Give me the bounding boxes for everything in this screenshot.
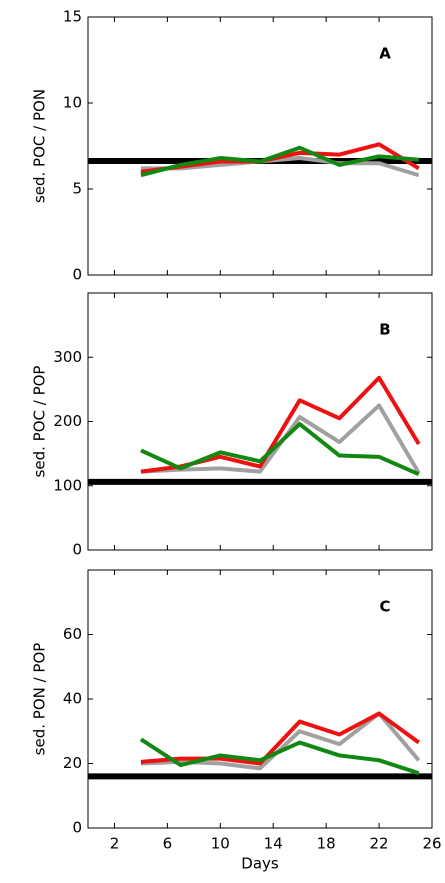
panel-label: B [379, 321, 390, 339]
y-tick-label: 100 [53, 476, 82, 494]
panel-label: A [379, 45, 391, 63]
y-axis-label: sed. PON / POP [31, 643, 49, 756]
y-tick-label: 0 [72, 266, 82, 284]
y-tick-label: 200 [53, 412, 82, 430]
x-tick-label: 10 [211, 835, 230, 853]
panel-label: C [379, 598, 390, 616]
x-axis-label: Days [241, 855, 279, 873]
x-tick-label: 26 [422, 835, 441, 853]
data-line [140, 403, 421, 474]
plot-frame [87, 16, 433, 276]
x-tick-label: 14 [264, 835, 283, 853]
x-tick-label: 6 [163, 835, 173, 853]
y-axis-label: sed. POC / POP [31, 366, 49, 478]
y-tick-label: 0 [72, 819, 82, 837]
data-line [140, 422, 420, 477]
y-tick-label: 300 [53, 348, 82, 366]
data-line [140, 711, 420, 766]
x-tick-label: 2 [110, 835, 120, 853]
y-tick-label: 10 [63, 94, 82, 112]
y-tick-label: 0 [72, 541, 82, 559]
x-tick-label: 22 [370, 835, 389, 853]
y-tick-label: 20 [63, 754, 82, 772]
y-axis-label: sed. POC / PON [31, 89, 49, 203]
y-tick-label: 15 [63, 8, 82, 26]
data-line [140, 145, 419, 178]
data-line [139, 737, 420, 776]
x-tick-label: 18 [317, 835, 336, 853]
y-tick-label: 5 [72, 180, 82, 198]
y-tick-label: 60 [63, 625, 82, 643]
y-tick-label: 40 [63, 690, 82, 708]
